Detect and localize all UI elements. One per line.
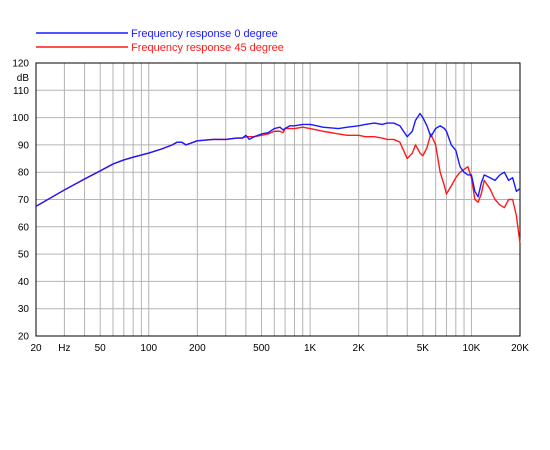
y-tick-label: 110 xyxy=(13,86,29,97)
y-tick-label: 40 xyxy=(18,277,30,288)
x-axis: 20 Hz 50 100 200 500 1K 2K 5K 10K 20K xyxy=(30,343,529,354)
y-tick-label: 90 xyxy=(18,140,30,151)
x-tick-label: 10K xyxy=(463,343,481,354)
chart-legend: Frequency response 0 degree Frequency re… xyxy=(36,28,284,54)
legend-label-45-degree: Frequency response 45 degree xyxy=(131,42,284,54)
y-tick-label: 30 xyxy=(18,304,30,315)
y-axis-unit-label: dB xyxy=(17,73,30,84)
y-tick-label: 120 xyxy=(12,59,29,70)
x-tick-label: Hz xyxy=(58,343,70,354)
y-tick-label: 20 xyxy=(18,332,30,343)
plot-area-border xyxy=(35,62,521,337)
y-axis: 20 30 40 50 60 70 80 90 100 110 120 xyxy=(12,59,29,343)
x-tick-label: 100 xyxy=(140,343,157,354)
x-tick-label: 500 xyxy=(253,343,270,354)
y-tick-label: 100 xyxy=(12,113,29,124)
x-tick-label: 20K xyxy=(511,343,529,354)
x-tick-label: 2K xyxy=(353,343,366,354)
y-tick-label: 60 xyxy=(18,222,30,233)
y-tick-label: 50 xyxy=(18,250,30,261)
y-tick-label: 80 xyxy=(18,168,30,179)
x-tick-label: 200 xyxy=(189,343,206,354)
x-tick-label: 50 xyxy=(95,343,107,354)
legend-label-0-degree: Frequency response 0 degree xyxy=(131,28,278,40)
x-tick-label: 1K xyxy=(304,343,317,354)
x-tick-label: 5K xyxy=(417,343,430,354)
y-tick-label: 70 xyxy=(18,195,30,206)
series-line-0-degree xyxy=(35,112,521,207)
x-tick-label: 20 xyxy=(30,343,42,354)
chart-grid xyxy=(36,63,520,336)
chart-series xyxy=(35,112,521,244)
